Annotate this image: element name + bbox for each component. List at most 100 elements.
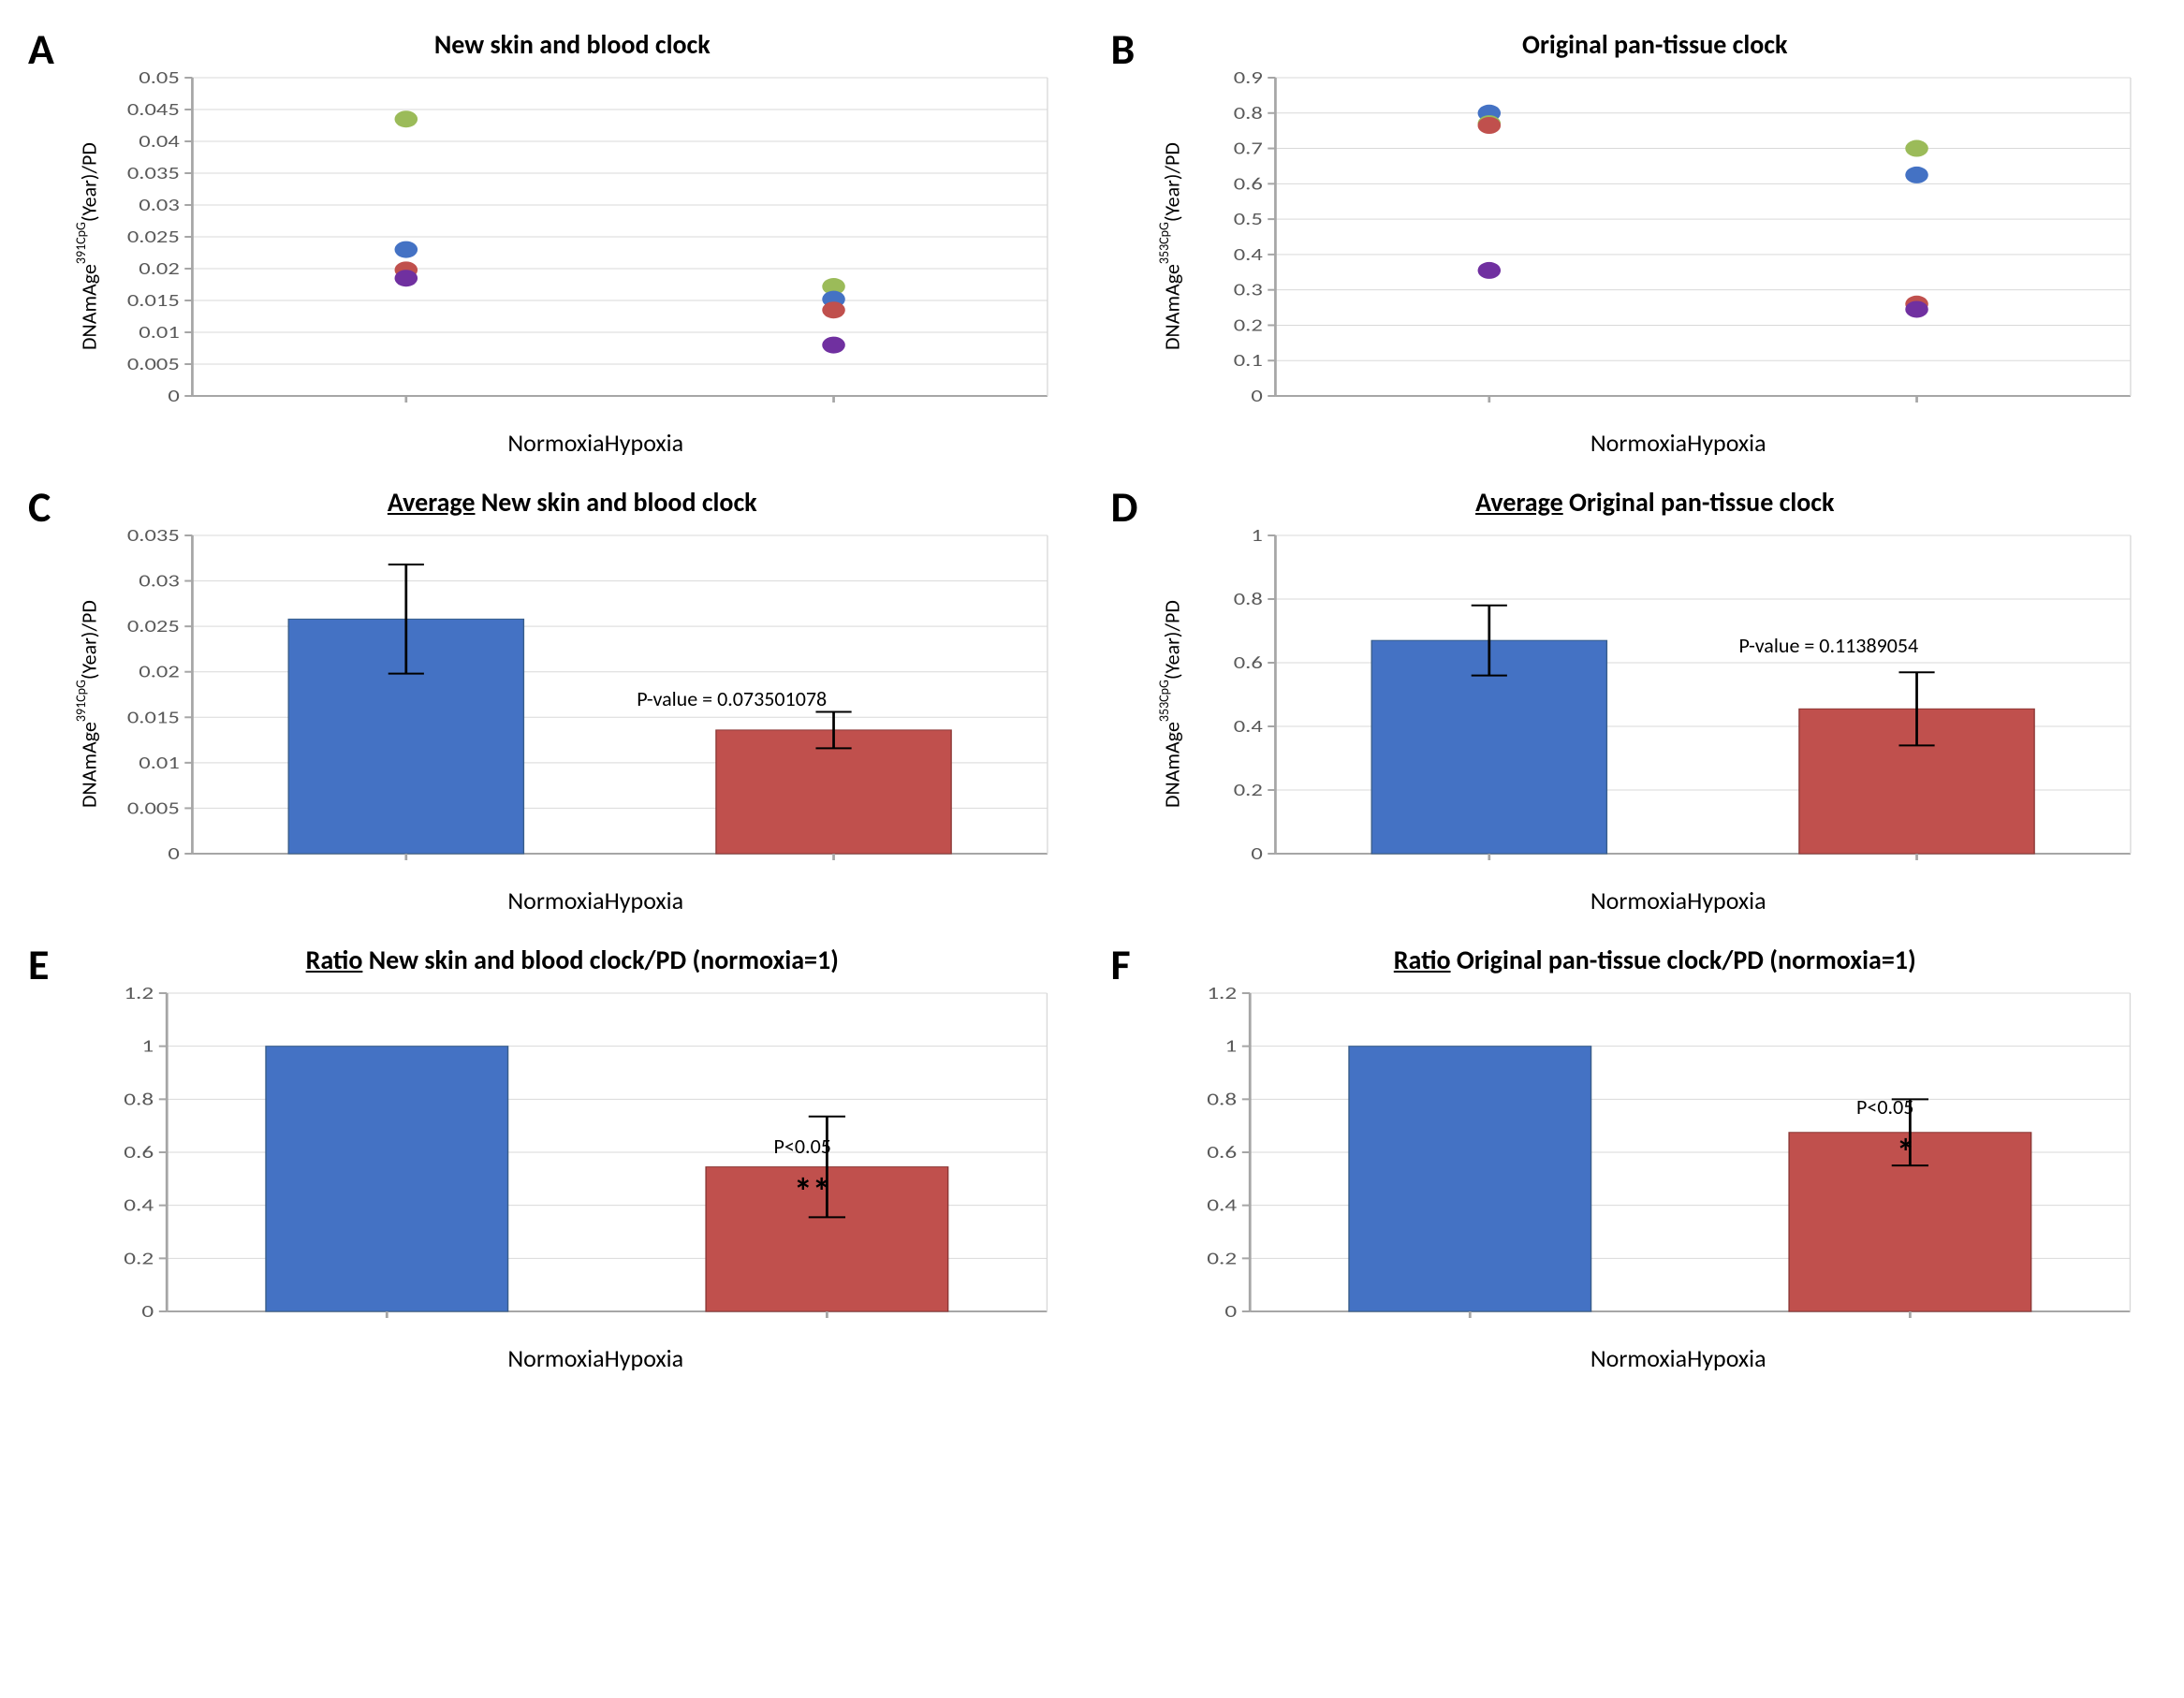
svg-text:0.2: 0.2 — [1234, 315, 1263, 336]
svg-text:0.8: 0.8 — [1234, 589, 1263, 609]
panel-a: ANew skin and blood clockDNAmAge391CpG(Y… — [28, 28, 1074, 458]
svg-text:0.8: 0.8 — [1207, 1089, 1237, 1109]
svg-text:0.7: 0.7 — [1234, 139, 1263, 159]
svg-text:0.6: 0.6 — [1234, 652, 1263, 673]
x-axis-label: Normoxia — [1590, 428, 1687, 458]
y-axis-label: DNAmAge391CpG(Year)/PD — [71, 68, 103, 424]
svg-text:0.02: 0.02 — [139, 258, 181, 279]
svg-text:0: 0 — [1224, 1301, 1237, 1322]
svg-text:0.6: 0.6 — [124, 1142, 154, 1163]
svg-text:0.015: 0.015 — [127, 290, 180, 311]
chart-title-underline: Ratio — [1394, 944, 1451, 976]
chart-wrap: New skin and blood clockDNAmAge391CpG(Ye… — [71, 28, 1074, 458]
svg-text:1.2: 1.2 — [1207, 984, 1237, 1003]
plot-area: 00.10.20.30.40.50.60.70.80.9 — [1186, 68, 2156, 424]
svg-text:0.035: 0.035 — [127, 526, 180, 546]
svg-text:0.015: 0.015 — [127, 708, 180, 728]
chart-title: Average New skin and blood clock — [388, 486, 757, 519]
chart-wrap: Original pan-tissue clock DNAmAge353CpG(Y… — [1154, 28, 2157, 458]
plot-area: 0 0.005 0.01 0.015 0.02 0.025 0.03 0.035 0.04 0.0… — [103, 68, 1073, 424]
chart-title-rest: New skin and blood clock/PD (normoxia=1) — [362, 944, 839, 976]
svg-text:0.005: 0.005 — [127, 798, 180, 819]
svg-text:1: 1 — [141, 1035, 154, 1056]
panel-d: D Average Original pan-tissue clock DNAmAg… — [1111, 486, 2157, 915]
x-axis-labels: NormoxiaHypoxia — [1544, 428, 1766, 458]
svg-text:0.045: 0.045 — [127, 99, 180, 120]
svg-text:0.6: 0.6 — [1207, 1142, 1237, 1163]
svg-text:0.5: 0.5 — [1234, 209, 1263, 229]
svg-text:0.3: 0.3 — [1234, 280, 1263, 300]
panel-letter: A — [28, 28, 66, 458]
svg-text:1.2: 1.2 — [124, 984, 154, 1003]
svg-text:0.9: 0.9 — [1234, 68, 1263, 88]
svg-text:0.04: 0.04 — [139, 131, 181, 152]
svg-text:0.8: 0.8 — [1234, 103, 1263, 124]
x-axis-labels: NormoxiaHypoxia — [461, 886, 683, 915]
x-axis-label: Hypoxia — [605, 428, 684, 458]
panel-letter: D — [1111, 486, 1149, 915]
chart-wrap: Ratio New skin and blood clock/PD (normo… — [71, 944, 1074, 1373]
chart-title-rest: Original pan-tissue clock — [1563, 486, 1835, 519]
chart-title: Ratio New skin and blood clock/PD (normo… — [306, 944, 839, 976]
x-axis-label: Normoxia — [507, 886, 604, 915]
chart-title-underline: Ratio — [306, 944, 363, 976]
panel-b: B Original pan-tissue clock DNAmAge353CpG(… — [1111, 28, 2157, 458]
x-axis-labels: NormoxiaHypoxia — [461, 428, 683, 458]
svg-text:0.03: 0.03 — [139, 571, 181, 592]
x-axis-label: Normoxia — [1590, 1343, 1687, 1373]
x-axis-label: Normoxia — [1590, 886, 1687, 915]
x-axis-labels: NormoxiaHypoxia — [461, 1343, 683, 1373]
plot-area: 0 0.005 0.01 0.015 0.02 0.025 0.03 0.035 P-value… — [103, 526, 1073, 882]
svg-text:0.8: 0.8 — [124, 1089, 154, 1109]
x-axis-label: Hypoxia — [1687, 886, 1766, 915]
panel-letter: C — [28, 486, 66, 915]
svg-text:0: 0 — [141, 1301, 154, 1322]
chart-title: Average Original pan-tissue clock — [1475, 486, 1834, 519]
panel-letter: B — [1111, 28, 1149, 458]
y-axis-label: DNAmAge353CpG(Year)/PD — [1154, 68, 1186, 424]
chart-title-rest: New skin and blood clock — [475, 486, 756, 519]
svg-text:1: 1 — [1251, 526, 1262, 546]
svg-text:0.2: 0.2 — [1207, 1248, 1237, 1268]
chart-title-rest: Original pan-tissue clock/PD (normoxia=1… — [1451, 944, 1916, 976]
svg-text:0.01: 0.01 — [139, 322, 181, 343]
y-axis-label: DNAmAge391CpG(Year)/PD — [71, 526, 103, 882]
chart-wrap: Average New skin and blood clock DNAmAge3… — [71, 486, 1074, 915]
svg-text:0: 0 — [169, 386, 181, 406]
chart-title: Original pan-tissue clock — [1522, 28, 1787, 61]
svg-text:0: 0 — [169, 843, 181, 864]
significance-annotation: P<0.05 — [1856, 1094, 1913, 1120]
pvalue-annotation: P-value = 0.073501078 — [637, 686, 827, 711]
svg-text:0: 0 — [1251, 843, 1263, 864]
svg-text:0.4: 0.4 — [1234, 244, 1263, 265]
panel-letter: E — [28, 944, 66, 1373]
x-axis-labels: NormoxiaHypoxia — [1544, 886, 1766, 915]
svg-text:0.4: 0.4 — [1207, 1194, 1237, 1215]
svg-text:0.02: 0.02 — [139, 662, 181, 682]
panel-c: C Average New skin and blood clock DNAmAge… — [28, 486, 1074, 915]
svg-text:0.005: 0.005 — [127, 354, 180, 374]
chart-title-underline: Average — [1475, 486, 1563, 519]
y-axis-label: DNAmAge353CpG(Year)/PD — [1154, 526, 1186, 882]
svg-text:0.4: 0.4 — [124, 1194, 154, 1215]
svg-text:0.035: 0.035 — [127, 163, 180, 183]
chart-wrap: Average Original pan-tissue clock DNAmAge… — [1154, 486, 2157, 915]
x-axis-label: Normoxia — [507, 428, 604, 458]
panel-letter: F — [1111, 944, 1149, 1373]
x-axis-labels: NormoxiaHypoxia — [1544, 1343, 1766, 1373]
svg-text:0.01: 0.01 — [139, 753, 181, 773]
x-axis-label: Hypoxia — [1687, 428, 1766, 458]
x-axis-label: Hypoxia — [605, 1343, 684, 1373]
chart-title-underline: Average — [388, 486, 476, 519]
svg-text:0.03: 0.03 — [139, 195, 181, 215]
chart-title: Ratio Original pan-tissue clock/PD (norm… — [1394, 944, 1916, 976]
svg-text:0.025: 0.025 — [127, 616, 180, 637]
svg-text:0.6: 0.6 — [1234, 174, 1263, 195]
significance-stars: ** — [794, 1169, 831, 1215]
svg-text:0: 0 — [1251, 386, 1263, 406]
svg-text:0.05: 0.05 — [139, 68, 181, 88]
svg-text:0.025: 0.025 — [127, 227, 180, 247]
panel-e: E Ratio New skin and blood clock/PD (norm… — [28, 944, 1074, 1373]
significance-annotation: P<0.05 — [774, 1134, 831, 1159]
svg-text:0.2: 0.2 — [124, 1248, 154, 1268]
